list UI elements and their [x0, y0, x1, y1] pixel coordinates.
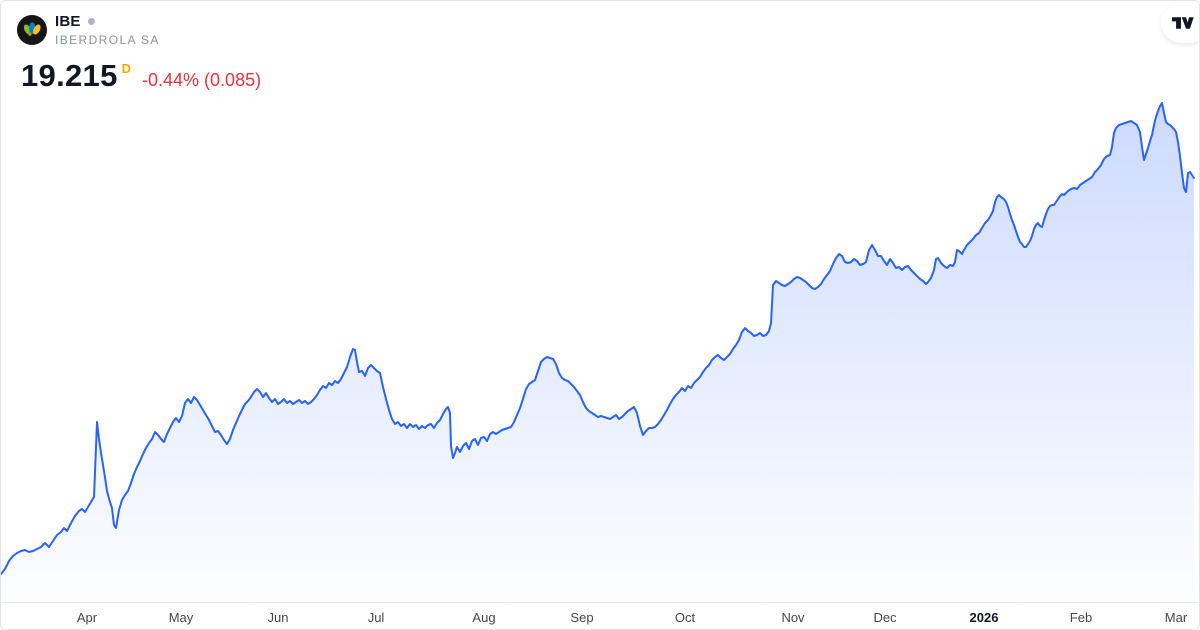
x-axis-label-2026: 2026	[969, 610, 999, 625]
price-area-chart[interactable]	[1, 1, 1200, 602]
last-price: 19.215	[21, 58, 118, 93]
market-status-dot-icon	[87, 18, 95, 25]
x-axis-label-feb: Feb	[1069, 610, 1093, 625]
x-axis-label-mar: Mar	[1164, 610, 1188, 625]
chart-header: IBE IBERDROLA SA 19.215 D -0.44% (0.085)	[17, 13, 261, 94]
x-axis: Apr May Jun Jul Aug Sep Oct Nov Dec 2026 Feb Mar	[1, 602, 1199, 629]
x-axis-label-jun: Jun	[267, 610, 289, 625]
x-axis-label-oct: Oct	[674, 610, 696, 625]
x-axis-label-apr: Apr	[76, 610, 98, 625]
price-line	[1, 102, 1195, 575]
x-axis-label-sep: Sep	[570, 610, 594, 625]
company-name: IBERDROLA SA	[55, 33, 160, 47]
price-row: 19.215 D -0.44% (0.085)	[21, 58, 261, 94]
x-axis-label-may: May	[168, 610, 194, 625]
price-change: -0.44% (0.085)	[142, 70, 262, 90]
x-axis-label-aug: Aug	[472, 610, 496, 625]
ticker-symbol: IBE	[55, 13, 81, 30]
symbol-row[interactable]: IBE IBERDROLA SA	[17, 13, 261, 47]
tradingview-icon	[1172, 17, 1194, 29]
area-fill	[1, 103, 1194, 602]
interval-badge: D	[121, 61, 132, 76]
x-axis-label-jul: Jul	[367, 610, 385, 625]
symbol-names: IBE IBERDROLA SA	[55, 13, 160, 47]
iberdrola-logo-icon	[17, 15, 47, 45]
x-axis-label-nov: Nov	[781, 610, 805, 625]
x-axis-label-dec: Dec	[873, 610, 897, 625]
tradingview-logo-button[interactable]	[1161, 3, 1199, 43]
